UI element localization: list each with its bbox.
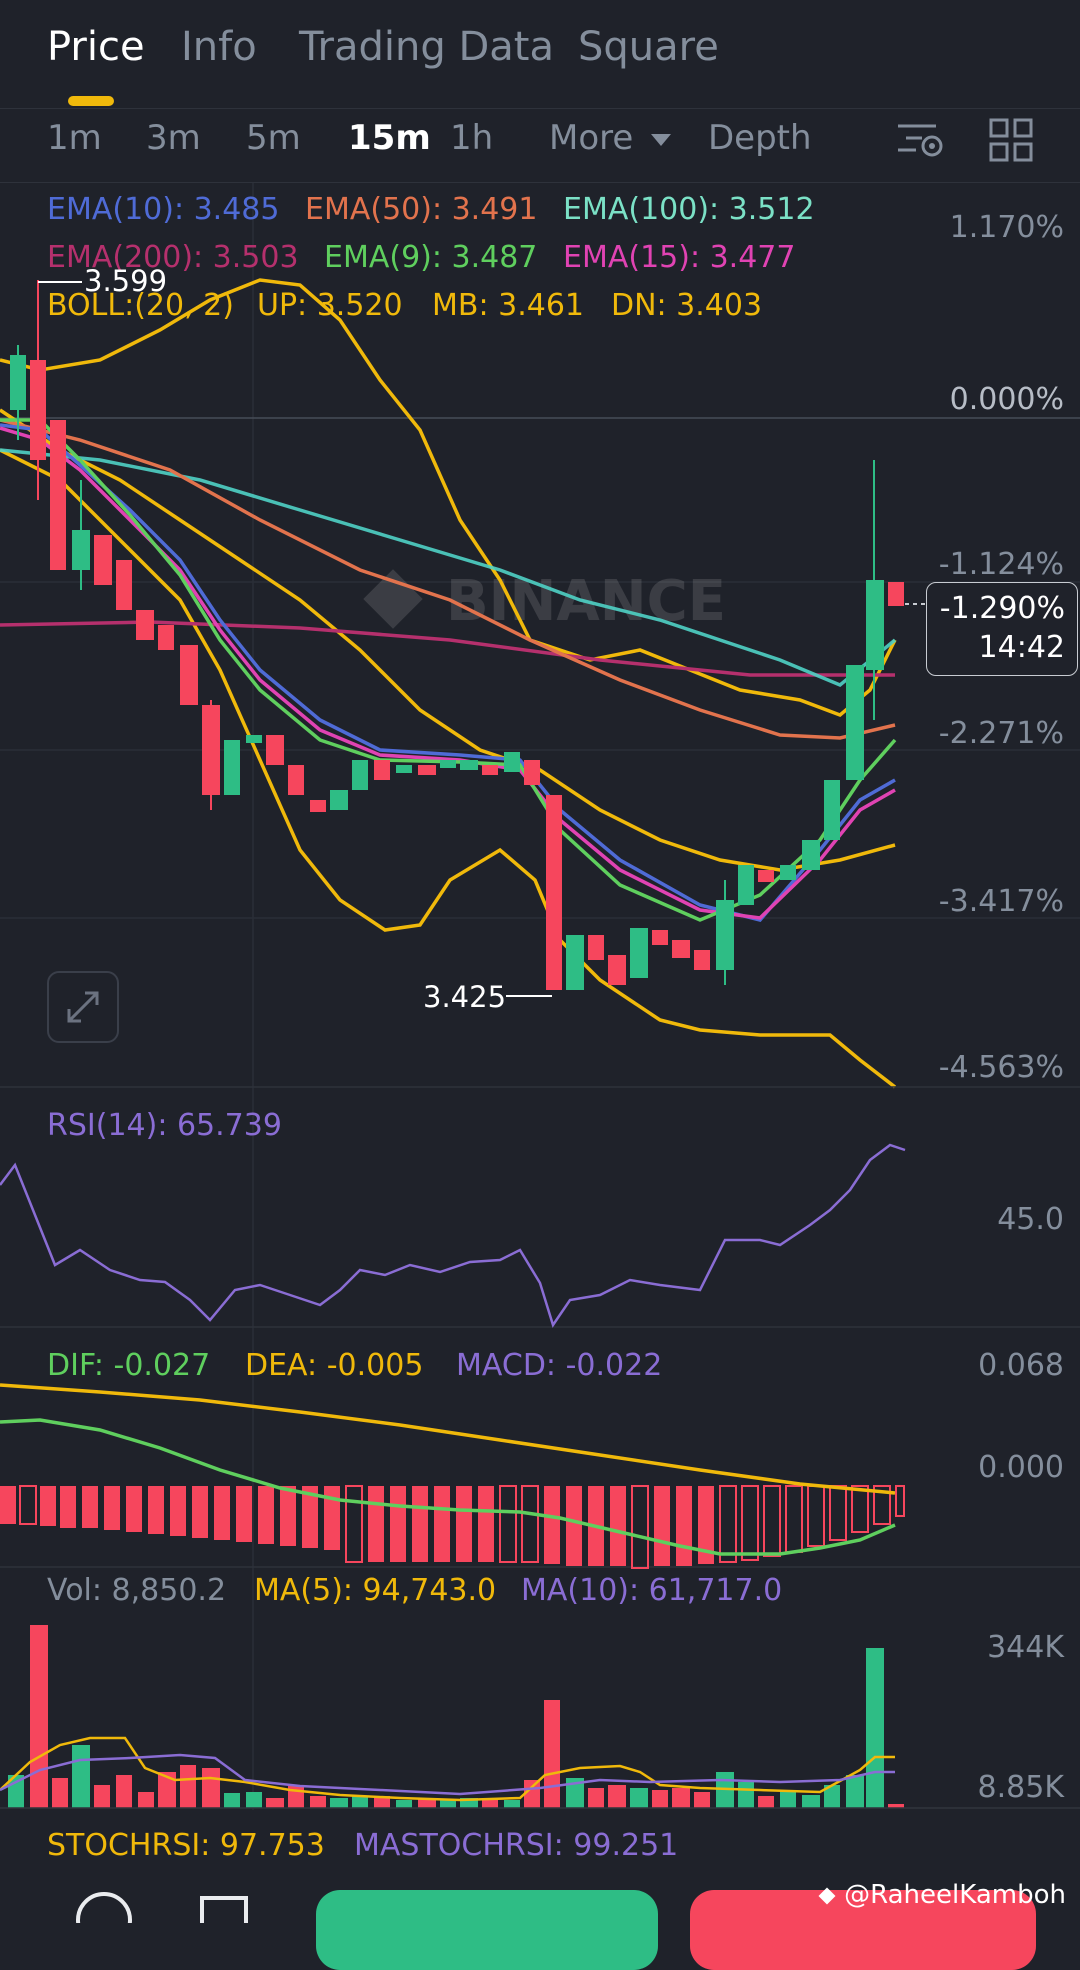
volume-ma10-label: MA(10): 61,717.0 bbox=[521, 1573, 783, 1608]
interval-3m[interactable]: 3m bbox=[146, 118, 201, 158]
current-price-marker: -1.290% 14:42 bbox=[926, 582, 1078, 676]
tab-trading-data[interactable]: Trading Data bbox=[299, 24, 554, 70]
boll-mb-label: MB: 3.461 bbox=[432, 288, 584, 323]
caret-down-icon bbox=[651, 133, 672, 146]
ema10-label: EMA(10): 3.485 bbox=[47, 192, 280, 227]
volume-axis-bottom: 8.85K bbox=[977, 1770, 1064, 1805]
candlestick-chart: BINANCE bbox=[0, 183, 1080, 1923]
rsi-label: RSI(14): 65.739 bbox=[47, 1108, 282, 1143]
interval-1h[interactable]: 1h bbox=[450, 118, 494, 158]
mastochrsi-label: MASTOCHRSI: 99.251 bbox=[354, 1828, 679, 1863]
macd-value-label: MACD: -0.022 bbox=[456, 1348, 663, 1383]
tab-square[interactable]: Square bbox=[578, 24, 719, 70]
interval-5m[interactable]: 5m bbox=[246, 118, 301, 158]
ema15-label: EMA(15): 3.477 bbox=[563, 240, 796, 275]
ema200-label: EMA(200): 3.503 bbox=[47, 240, 299, 275]
fullscreen-button[interactable] bbox=[47, 971, 119, 1043]
price-axis-label: 0.000% bbox=[949, 382, 1064, 417]
interval-1m[interactable]: 1m bbox=[47, 118, 102, 158]
volume-ma5-label: MA(5): 94,743.0 bbox=[254, 1573, 497, 1608]
stochrsi-label: STOCHRSI: 97.753 bbox=[47, 1828, 325, 1863]
macd-axis-mid: 0.000 bbox=[978, 1450, 1064, 1485]
macd-axis-top: 0.068 bbox=[978, 1348, 1064, 1383]
tab-info[interactable]: Info bbox=[181, 24, 257, 70]
active-tab-indicator bbox=[68, 96, 114, 106]
boll-up-label: UP: 3.520 bbox=[257, 288, 403, 323]
candles bbox=[10, 280, 926, 990]
binance-logo-icon bbox=[818, 1887, 836, 1904]
volume-label: Vol: 8,850.2 bbox=[47, 1573, 227, 1608]
ema50-label: EMA(50): 3.491 bbox=[305, 192, 538, 227]
current-price-change: -1.290% bbox=[939, 591, 1065, 626]
interval-more[interactable]: More bbox=[549, 118, 672, 158]
price-axis-label: -1.124% bbox=[938, 547, 1064, 582]
top-tab-bar: Price Info Trading Data Square bbox=[0, 0, 1080, 109]
high-price-label: 3.599 bbox=[84, 264, 168, 298]
rsi-axis-label: 45.0 bbox=[997, 1202, 1064, 1237]
interval-15m[interactable]: 15m bbox=[348, 118, 431, 158]
macd-dif-label: DIF: -0.027 bbox=[47, 1348, 211, 1383]
ema9-label: EMA(9): 3.487 bbox=[324, 240, 538, 275]
low-price-label: 3.425 bbox=[423, 980, 507, 1014]
credit-watermark: @RaheelKamboh bbox=[814, 1880, 1066, 1910]
boll-dn-label: DN: 3.403 bbox=[611, 288, 763, 323]
boll-label: BOLL:(20, 2) bbox=[47, 288, 234, 323]
candle-countdown: 14:42 bbox=[978, 630, 1065, 665]
interval-depth[interactable]: Depth bbox=[708, 118, 812, 158]
price-axis-label: 1.170% bbox=[949, 210, 1064, 245]
price-axis-label: -3.417% bbox=[938, 884, 1064, 919]
buy-button[interactable] bbox=[316, 1890, 658, 1970]
layout-grid-icon[interactable] bbox=[989, 118, 1033, 162]
interval-bar: 1m 3m 5m 15m 1h More Depth bbox=[0, 108, 1080, 183]
chart-settings-icon[interactable] bbox=[896, 120, 944, 164]
tab-price[interactable]: Price bbox=[47, 24, 145, 70]
interval-more-label: More bbox=[549, 118, 634, 158]
volume-axis-top: 344K bbox=[987, 1630, 1064, 1665]
price-axis-label: -4.563% bbox=[938, 1050, 1064, 1085]
credit-text: @RaheelKamboh bbox=[844, 1880, 1066, 1910]
price-axis-label: -2.271% bbox=[938, 716, 1064, 751]
expand-icon bbox=[67, 991, 99, 1023]
ema100-label: EMA(100): 3.512 bbox=[563, 192, 815, 227]
macd-dea-label: DEA: -0.005 bbox=[245, 1348, 424, 1383]
